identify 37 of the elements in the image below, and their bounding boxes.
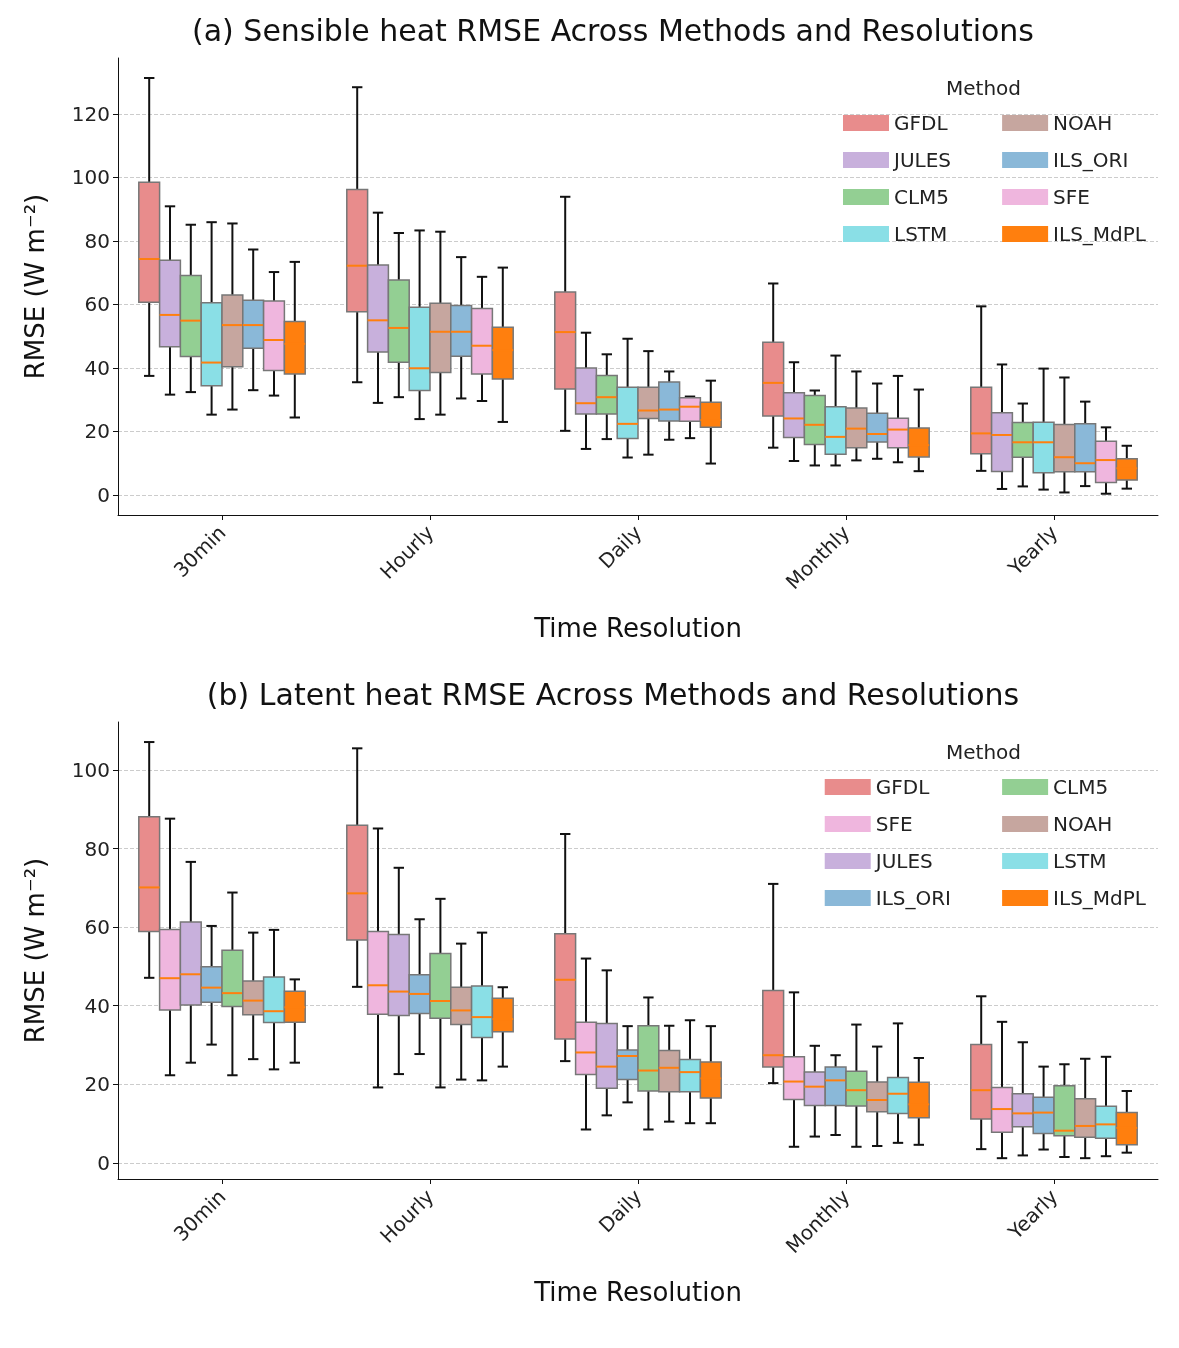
legend-label: GFDL — [893, 111, 949, 135]
chart-title: (a) Sensible heat RMSE Across Methods and Resolutions — [192, 12, 1034, 48]
legend-label: NOAH — [1053, 812, 1113, 836]
y-tick-label: 0 — [97, 1150, 110, 1175]
legend-label: CLM5 — [1053, 775, 1109, 799]
y-tick-label: 40 — [84, 993, 110, 1018]
y-tick-label: 120 — [71, 101, 110, 126]
x-axis-title: Time Resolution — [533, 613, 742, 643]
legend-label: GFDL — [875, 775, 931, 799]
legend-label: LSTM — [893, 222, 948, 246]
legend-label: NOAH — [1053, 111, 1113, 135]
y-tick-label: 60 — [84, 292, 110, 317]
legend-title: Method — [945, 76, 1022, 100]
legend-label: ILS_MdPL — [1053, 222, 1147, 246]
y-axis-title: RMSE (W m⁻²) — [20, 857, 50, 1044]
y-tick-label: 60 — [84, 915, 110, 940]
y-tick-label: 100 — [71, 757, 110, 782]
x-axis-title: Time Resolution — [533, 1277, 742, 1307]
legend-label: SFE — [1053, 185, 1090, 209]
legend-label: JULES — [891, 148, 951, 172]
legend-label: ILS_ORI — [875, 886, 952, 910]
chart-title: (b) Latent heat RMSE Across Methods and Resolutions — [206, 676, 1020, 712]
legend-label: SFE — [875, 812, 913, 836]
y-tick-label: 100 — [71, 165, 110, 190]
legend-label: ILS_MdPL — [1053, 886, 1147, 910]
legend-label: JULES — [873, 849, 933, 873]
legend-label: LSTM — [1053, 849, 1107, 873]
legend-label: CLM5 — [893, 185, 950, 209]
y-axis-title: RMSE (W m⁻²) — [20, 193, 50, 380]
y-tick-label: 20 — [84, 1072, 110, 1097]
y-tick-label: 20 — [84, 419, 110, 444]
y-tick-label: 0 — [97, 482, 110, 507]
y-tick-label: 80 — [84, 836, 110, 861]
legend-label: ILS_ORI — [1053, 148, 1129, 172]
y-tick-label: 80 — [84, 228, 110, 253]
y-tick-label: 40 — [84, 355, 110, 380]
legend-title: Method — [945, 740, 1022, 764]
